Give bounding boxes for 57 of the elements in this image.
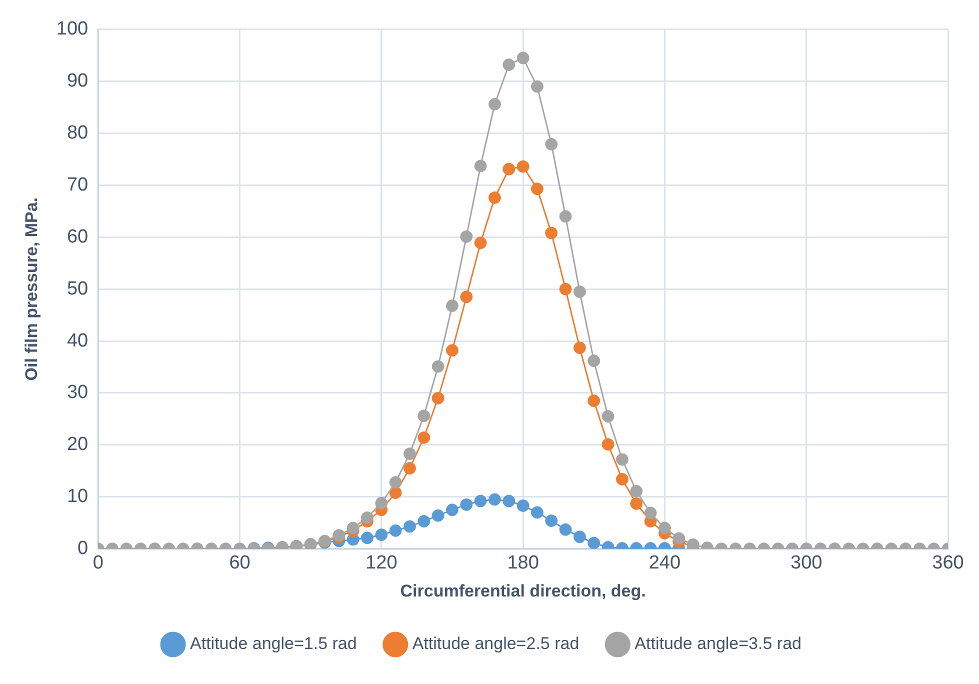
point bbox=[418, 431, 430, 444]
point bbox=[432, 392, 444, 404]
x-tick-label: 360 bbox=[932, 552, 964, 574]
point bbox=[460, 290, 473, 304]
y-tick-label: 20 bbox=[66, 434, 88, 456]
y-tick-label: 90 bbox=[66, 70, 88, 92]
y-tick-label: 30 bbox=[66, 382, 88, 404]
point bbox=[403, 520, 416, 533]
point bbox=[418, 515, 430, 528]
point bbox=[559, 523, 572, 536]
point bbox=[432, 509, 444, 522]
point bbox=[588, 394, 600, 408]
x-tick-label: 0 bbox=[92, 552, 104, 574]
point bbox=[545, 514, 558, 528]
x-axis-title: Circumferential direction, deg. bbox=[400, 581, 646, 600]
point bbox=[360, 532, 374, 544]
point bbox=[488, 493, 501, 506]
x-tick-label: 300 bbox=[790, 552, 822, 574]
y-tick-label: 80 bbox=[66, 122, 88, 144]
point bbox=[530, 182, 544, 196]
point bbox=[460, 498, 473, 511]
point bbox=[516, 499, 530, 512]
point bbox=[502, 494, 516, 508]
point bbox=[488, 191, 501, 204]
y-tick-label: 40 bbox=[66, 330, 88, 352]
point bbox=[630, 497, 643, 510]
x-tick-label: 180 bbox=[507, 552, 539, 574]
y-axis-title: Oil film pressure, MPa. bbox=[22, 197, 41, 381]
legend-label: Attitude angle=1.5 rad bbox=[190, 634, 357, 654]
point bbox=[559, 282, 572, 296]
x-tick-label: 60 bbox=[229, 552, 250, 574]
point bbox=[545, 226, 558, 240]
point bbox=[474, 494, 487, 508]
point bbox=[502, 162, 516, 176]
point bbox=[602, 438, 614, 451]
legend-label: Attitude angle=2.5 rad bbox=[412, 634, 580, 654]
point bbox=[446, 344, 458, 357]
y-tick-label: 10 bbox=[66, 486, 88, 508]
point bbox=[516, 160, 530, 173]
point bbox=[588, 536, 600, 549]
x-tick-label: 120 bbox=[366, 552, 398, 574]
point bbox=[389, 524, 402, 537]
x-tick-label: 240 bbox=[648, 552, 681, 574]
point bbox=[616, 472, 628, 486]
point bbox=[403, 462, 416, 475]
y-tick-label: 50 bbox=[66, 278, 88, 300]
point bbox=[573, 342, 586, 354]
y-tick-label: 60 bbox=[66, 226, 88, 248]
y-tick-label: 0 bbox=[78, 538, 88, 560]
y-tick-label: 70 bbox=[66, 174, 88, 196]
legend-label: Attitude angle=3.5 rad bbox=[634, 634, 802, 654]
point bbox=[530, 506, 544, 519]
point bbox=[474, 236, 487, 250]
point bbox=[375, 528, 388, 542]
point bbox=[446, 504, 458, 516]
point bbox=[573, 530, 586, 544]
y-tick-label: 100 bbox=[56, 18, 88, 40]
